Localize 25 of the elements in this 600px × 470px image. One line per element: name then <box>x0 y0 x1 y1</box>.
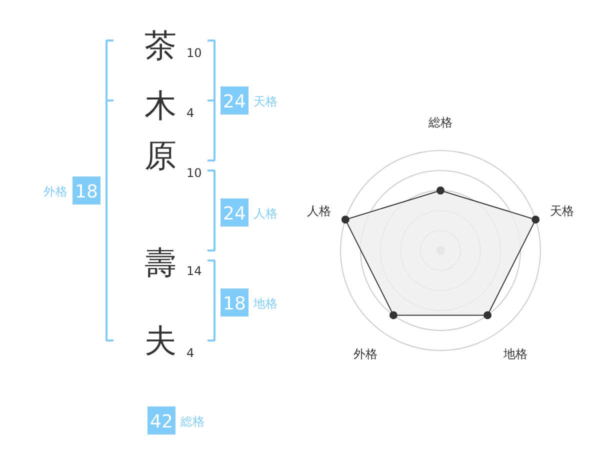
spoke-label: 外格 <box>353 347 378 362</box>
category-label: 原 <box>144 136 176 174</box>
category-label: 夫 <box>144 322 176 360</box>
data-label: 4 <box>186 106 194 120</box>
category-label: 木 <box>144 86 176 124</box>
text: 42 <box>150 412 173 432</box>
spoke-label: 天格 <box>550 204 574 218</box>
category-label: 壽 <box>144 244 176 282</box>
spoke-label: 総格 <box>428 116 452 130</box>
text: 18 <box>223 294 246 314</box>
spoke-label: 地格 <box>502 347 528 362</box>
text: 地格 <box>252 296 278 310</box>
spoke-label: 人格 <box>306 204 331 218</box>
data-label: 14 <box>186 264 202 278</box>
text: 24 <box>223 204 246 224</box>
text: 外格 <box>44 184 68 198</box>
text: 18 <box>75 182 98 202</box>
data-label: 10 <box>186 46 202 60</box>
text: 24 <box>223 92 246 112</box>
text: 天格 <box>254 94 278 108</box>
text: 人格 <box>254 206 278 220</box>
data-label: 10 <box>186 166 202 180</box>
data-label: 4 <box>186 346 194 360</box>
text: 総格 <box>180 414 204 428</box>
category-label: 茶 <box>144 26 176 64</box>
